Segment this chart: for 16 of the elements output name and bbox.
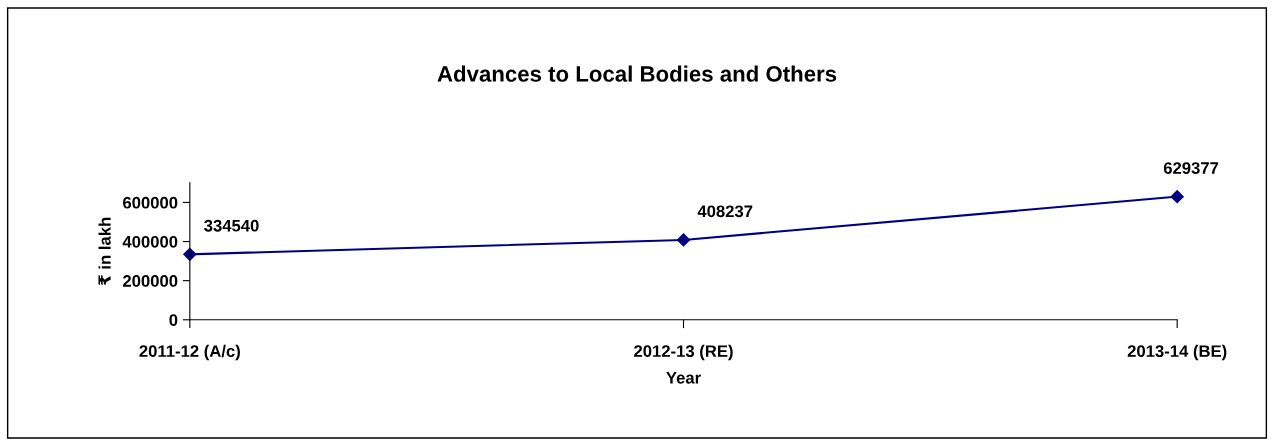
point — [1170, 190, 1184, 204]
chart-title: Advances to Local Bodies and Others — [437, 65, 837, 82]
point — [676, 233, 691, 247]
y-tick-label: 0 — [169, 314, 178, 326]
data-label: 629377 — [1163, 162, 1219, 174]
x-axis-title: Year — [666, 372, 701, 384]
y-tick-label: 200000 — [122, 275, 178, 287]
y-axis-title: ₹ in lakh — [98, 217, 111, 285]
data-label: 408237 — [697, 205, 753, 218]
y-tick-label: 400000 — [122, 235, 178, 248]
y-tick-label: 600000 — [123, 196, 178, 209]
x-tick-label: 2011-12 (A/c) — [139, 344, 240, 361]
data-label: 334540 — [204, 219, 259, 232]
x-tick-label: 2012-13 (RE) — [634, 344, 733, 361]
point — [183, 247, 197, 261]
x-tick-label: 2013-14 (BE) — [1127, 344, 1227, 361]
